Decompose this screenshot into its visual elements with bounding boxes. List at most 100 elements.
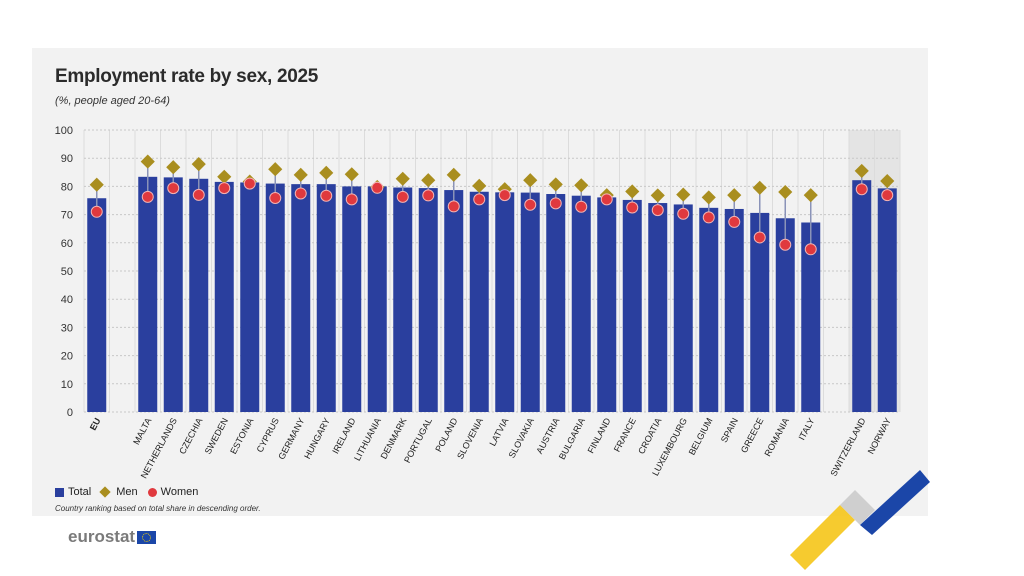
y-tick-label: 70 [61,210,73,222]
marker-men-sweden [217,169,232,184]
bar-total-sweden [214,181,234,412]
y-tick-label: 100 [55,125,73,137]
bar-total-france [622,199,642,412]
bar-total-greece [750,212,770,412]
bar-total-hungary [316,184,336,412]
legend-women-swatch [147,487,157,497]
marker-men-netherlands [166,160,181,175]
x-tick-label: FINLAND [586,416,613,455]
marker-men-malta [140,154,155,169]
x-tick-label: BULGARIA [557,416,587,461]
marker-men-denmark [395,171,410,186]
bar-total-germany [291,184,311,412]
bar-total-spain [724,208,744,412]
x-tick-label: SLOVENIA [455,416,485,460]
x-tick-label: SLOVAKIA [507,416,536,459]
bar-total-eu [87,198,107,412]
marker-men-croatia [650,188,665,203]
marker-women-portugal [422,189,435,202]
x-tick-label: AUSTRIA [534,416,561,455]
x-tick-label: EU [88,416,103,432]
bar-total-bulgaria [571,195,591,412]
bar-total-netherlands [163,177,183,412]
marker-men-eu [89,177,104,192]
y-tick-label: 0 [67,407,73,419]
marker-women-romania [779,238,792,251]
marker-women-poland [447,200,460,213]
marker-men-germany [293,167,308,182]
y-tick-label: 60 [61,238,73,250]
marker-women-slovenia [473,193,486,206]
marker-women-netherlands [167,182,180,195]
marker-men-romania [778,184,793,200]
y-tick-label: 80 [61,181,73,193]
x-tick-label: BELGIUM [687,416,715,456]
marker-men-norway [880,173,895,189]
logo-text: eurostat [68,527,136,546]
marker-men-austria [548,177,563,192]
marker-women-denmark [396,190,409,203]
bar-total-italy [801,222,821,412]
marker-women-finland [600,193,613,206]
marker-men-ireland [344,167,359,182]
y-tick-label: 20 [61,351,73,363]
chart-subtitle: (%, people aged 20-64) [55,95,170,107]
marker-women-croatia [651,204,664,217]
x-tick-label: ROMANIA [762,416,791,458]
legend-total-swatch [55,487,64,497]
marker-women-switzerland [855,183,868,196]
x-tick-label: SPAIN [719,416,740,444]
marker-women-eu [90,205,103,218]
marker-women-ireland [345,193,358,206]
marker-women-austria [549,197,562,210]
bar-total-slovakia [520,192,540,412]
legend: Total Men Women [55,486,198,498]
marker-men-cyprus [268,162,283,177]
bar-total-croatia [648,203,668,412]
bar-total-malta [138,176,158,412]
marker-men-luxembourg [676,187,691,202]
marker-women-cyprus [269,191,282,204]
bar-total-portugal [418,188,438,412]
bar-total-latvia [495,192,515,412]
bar-total-poland [444,190,464,412]
chart-note: Country ranking based on total share in … [55,504,261,513]
marker-men-hungary [319,165,334,180]
x-tick-label: CZECHIA [177,416,204,456]
x-tick-label: SWEDEN [203,416,230,456]
x-tick-label: GREECE [739,416,766,454]
legend-women-label: Women [160,486,199,498]
y-tick-label: 40 [61,294,73,306]
marker-women-latvia [498,189,511,202]
y-tick-label: 10 [61,379,73,391]
marker-women-germany [294,187,307,200]
x-tick-label: CROATIA [636,416,663,455]
marker-men-belgium [701,190,716,205]
bar-total-luxembourg [673,204,693,412]
legend-total-label: Total [68,486,92,498]
x-tick-label: ESTONIA [228,416,255,455]
y-tick-label: 30 [61,322,73,334]
marker-women-belgium [702,211,715,224]
marker-men-slovenia [472,178,487,193]
marker-men-italy [803,188,818,203]
chart-title: Employment rate by sex, 2025 [55,66,319,87]
bar-total-cyprus [265,183,285,412]
bar-total-finland [597,197,617,412]
marker-women-luxembourg [677,207,690,220]
bar-total-ireland [342,186,362,412]
bar-total-slovenia [469,191,489,412]
bar-total-czechia [189,178,209,412]
x-tick-label: IRELAND [330,416,357,456]
bar-total-norway [877,188,897,412]
x-tick-label: FRANCE [612,416,638,453]
decorative-stripes-icon [790,470,930,570]
legend-men-swatch [99,486,111,498]
x-tick-label: HUNGARY [302,416,332,460]
marker-men-poland [446,167,461,182]
marker-women-sweden [218,182,231,195]
marker-women-norway [881,189,894,202]
bar-total-switzerland [852,180,872,412]
marker-women-malta [141,190,154,203]
